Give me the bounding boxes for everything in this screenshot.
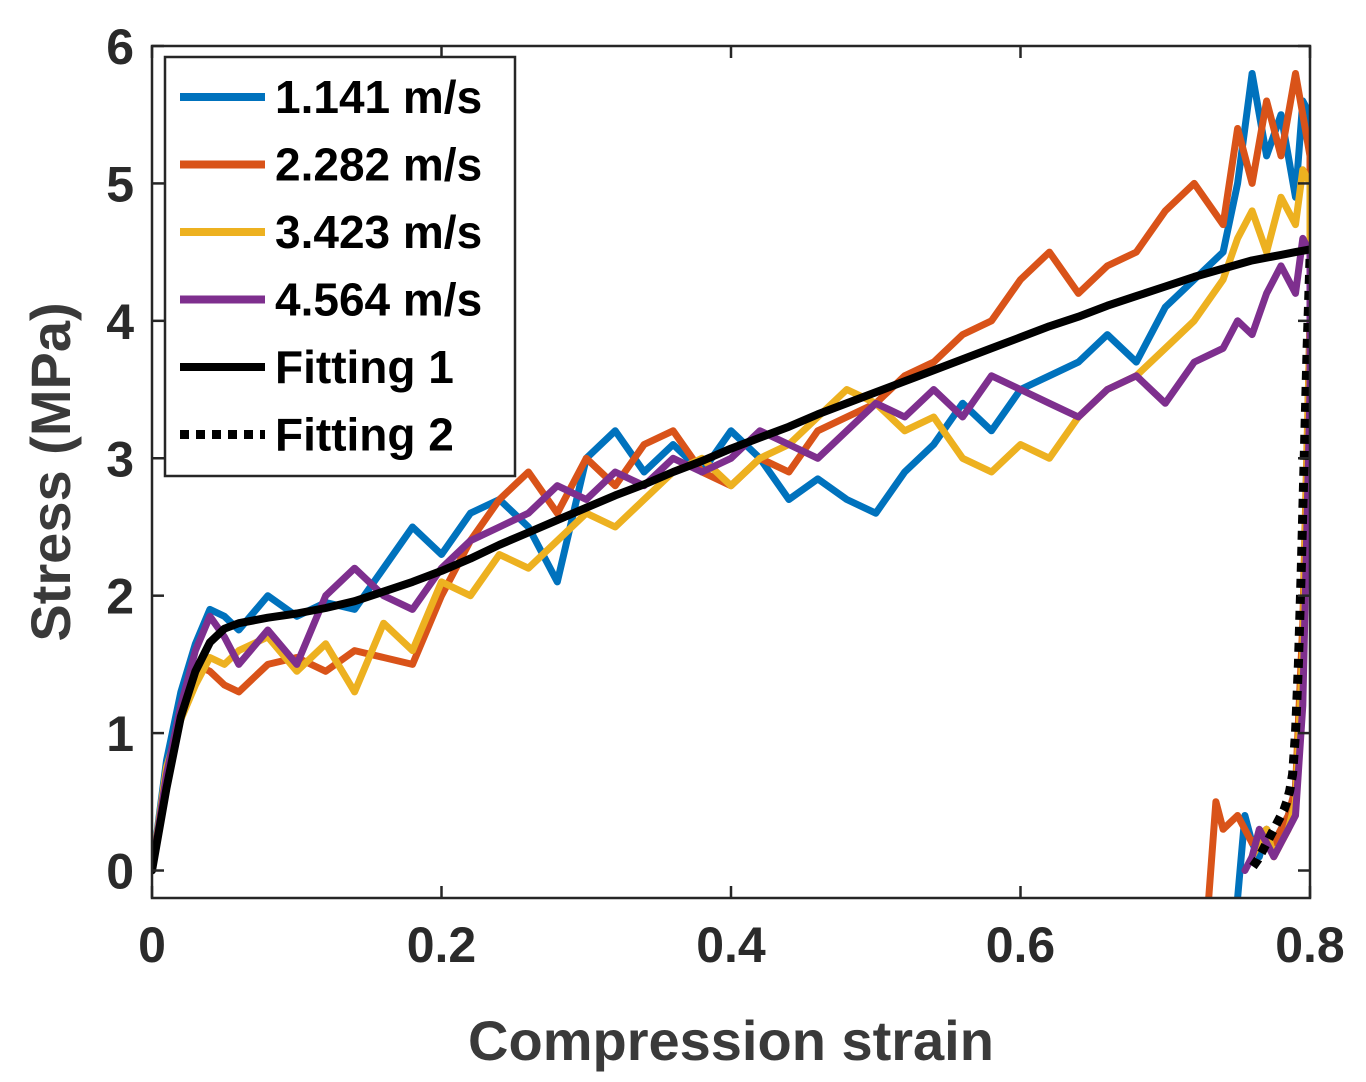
x-tick-label: 0 — [138, 917, 166, 973]
x-tick-label: 0.8 — [1275, 917, 1345, 973]
x-tick-label: 0.6 — [986, 917, 1056, 973]
y-tick-label: 4 — [106, 294, 134, 350]
series-line-4 — [152, 234, 1310, 874]
axis-ticks: 0 0.2 0.4 0.6 0.8 0 1 2 3 4 5 6 — [106, 19, 1345, 973]
y-tick-label: 5 — [106, 156, 134, 212]
y-tick-label: 2 — [106, 569, 134, 625]
x-axis-label: Compression strain — [468, 1009, 994, 1072]
legend-label: 1.141 m/s — [275, 71, 482, 123]
y-tick-label: 3 — [106, 431, 134, 487]
y-axis-label: Stress (MPa) — [19, 302, 82, 641]
legend-label: Fitting 2 — [275, 409, 454, 461]
legend-label: Fitting 1 — [275, 341, 454, 393]
y-tick-label: 6 — [106, 19, 134, 75]
legend-label: 4.564 m/s — [275, 274, 482, 326]
legend: 1.141 m/s 2.282 m/s 3.423 m/s 4.564 m/s Fitt… — [163, 55, 517, 478]
series-line-5 — [152, 245, 1310, 875]
legend-label: 2.282 m/s — [275, 139, 482, 191]
y-tick-label: 1 — [106, 706, 134, 762]
legend-box — [163, 55, 517, 478]
x-tick-label: 0.4 — [696, 917, 766, 973]
y-tick-label: 0 — [106, 844, 134, 900]
legend-label: 3.423 m/s — [275, 206, 482, 258]
x-tick-label: 0.2 — [407, 917, 477, 973]
plot-area — [152, 70, 1310, 898]
